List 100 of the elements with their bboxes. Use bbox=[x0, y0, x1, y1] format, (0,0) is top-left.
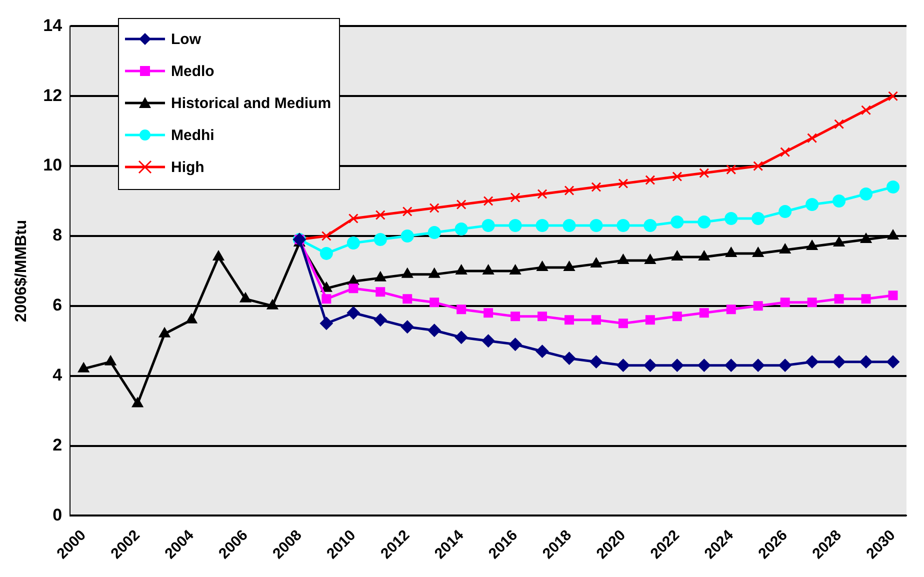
y-tick-label: 2 bbox=[52, 435, 62, 454]
legend-label: Low bbox=[171, 30, 201, 48]
point bbox=[400, 229, 414, 242]
point bbox=[888, 290, 898, 300]
point bbox=[618, 318, 628, 328]
point bbox=[886, 180, 900, 194]
point bbox=[456, 304, 466, 314]
point bbox=[752, 358, 765, 372]
point bbox=[374, 313, 387, 326]
point bbox=[699, 168, 710, 178]
point bbox=[752, 212, 765, 225]
point bbox=[672, 172, 682, 182]
point bbox=[590, 355, 603, 368]
point bbox=[158, 327, 170, 338]
point bbox=[562, 218, 576, 232]
point bbox=[645, 175, 656, 186]
point bbox=[806, 198, 819, 212]
point bbox=[591, 182, 602, 192]
point bbox=[591, 315, 601, 325]
point bbox=[699, 308, 709, 318]
point bbox=[346, 306, 360, 320]
point bbox=[861, 105, 872, 116]
point bbox=[753, 161, 764, 172]
point bbox=[726, 304, 736, 314]
point bbox=[616, 218, 630, 232]
point bbox=[698, 215, 711, 228]
point bbox=[376, 287, 386, 297]
point bbox=[429, 203, 440, 213]
point bbox=[536, 344, 549, 358]
point bbox=[780, 298, 790, 308]
point bbox=[374, 232, 387, 246]
point bbox=[454, 222, 468, 236]
point bbox=[186, 313, 198, 324]
point bbox=[861, 294, 871, 304]
point bbox=[484, 308, 494, 318]
point bbox=[132, 397, 144, 408]
point bbox=[724, 212, 738, 225]
point bbox=[508, 218, 522, 232]
legend-label: Historical and Medium bbox=[171, 94, 332, 112]
point bbox=[670, 215, 684, 228]
point bbox=[402, 294, 412, 304]
point bbox=[454, 330, 468, 344]
point bbox=[482, 334, 495, 348]
point bbox=[670, 358, 684, 372]
point bbox=[807, 133, 818, 144]
y-axis-title: 2006$/MMBtu bbox=[13, 220, 30, 322]
point bbox=[322, 294, 332, 304]
y-tick-label: 10 bbox=[43, 156, 62, 175]
point bbox=[320, 316, 333, 330]
point bbox=[860, 188, 873, 201]
legend-label: High bbox=[171, 158, 204, 176]
point bbox=[400, 320, 414, 334]
point bbox=[78, 362, 90, 372]
point bbox=[834, 119, 844, 130]
y-tick-label: 6 bbox=[52, 296, 62, 315]
legend-label: Medlo bbox=[171, 62, 214, 80]
point bbox=[644, 358, 657, 372]
point bbox=[402, 206, 412, 216]
point bbox=[645, 315, 655, 325]
point bbox=[726, 164, 736, 175]
point bbox=[780, 147, 790, 158]
point bbox=[753, 301, 763, 311]
point bbox=[564, 186, 574, 196]
y-tick-label: 14 bbox=[43, 16, 63, 35]
point bbox=[321, 230, 332, 241]
point bbox=[428, 226, 441, 239]
y-tick-label: 12 bbox=[43, 86, 62, 105]
point bbox=[807, 298, 817, 308]
point bbox=[104, 355, 116, 366]
point bbox=[482, 218, 495, 232]
point bbox=[832, 355, 846, 368]
point bbox=[348, 284, 358, 294]
point bbox=[483, 196, 494, 206]
point bbox=[618, 178, 628, 189]
point bbox=[590, 218, 603, 232]
point bbox=[538, 312, 548, 322]
point bbox=[724, 358, 738, 372]
legend-label: Medhi bbox=[171, 126, 214, 144]
point bbox=[266, 299, 278, 310]
point bbox=[320, 246, 333, 260]
point bbox=[537, 189, 548, 200]
point bbox=[778, 358, 792, 372]
y-tick-label: 8 bbox=[52, 226, 62, 245]
point bbox=[860, 355, 873, 368]
point bbox=[510, 312, 520, 322]
point bbox=[510, 192, 520, 203]
point bbox=[348, 214, 358, 224]
point bbox=[240, 292, 252, 302]
point bbox=[562, 352, 576, 365]
point bbox=[430, 298, 440, 308]
point bbox=[832, 194, 846, 208]
point bbox=[428, 324, 441, 337]
point bbox=[375, 210, 386, 220]
point bbox=[672, 312, 682, 322]
point bbox=[888, 91, 898, 102]
point bbox=[346, 236, 360, 250]
point bbox=[806, 355, 819, 368]
point bbox=[778, 205, 792, 218]
y-tick-label: 4 bbox=[52, 366, 63, 385]
point bbox=[886, 355, 900, 368]
